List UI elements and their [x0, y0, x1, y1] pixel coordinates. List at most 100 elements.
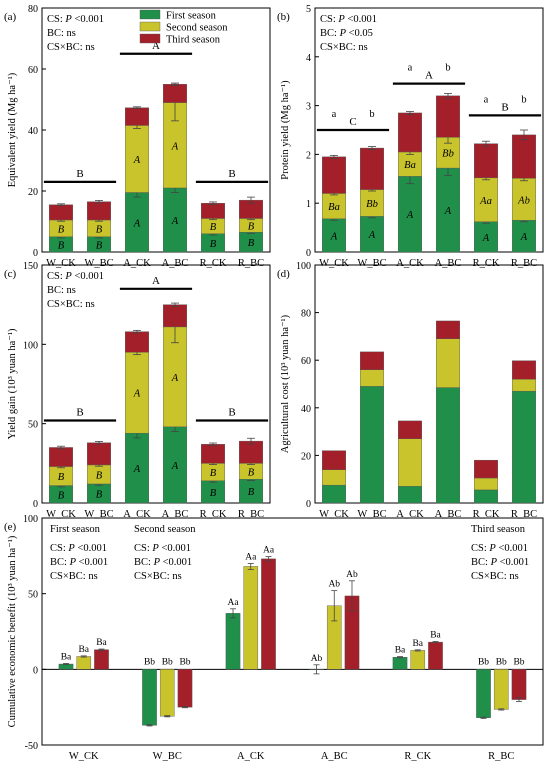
- x-tick-label: A_CK: [123, 509, 151, 520]
- bar-segment: [322, 450, 346, 470]
- bar-letter-label: Bb: [366, 199, 378, 210]
- bar-letter-label: Ba: [395, 646, 406, 656]
- y-axis-label: Protein yield (Mg ha⁻¹): [280, 80, 291, 180]
- y-tick-label: -50: [25, 741, 38, 752]
- bar-letter-label: Ab: [328, 580, 340, 590]
- bar: [225, 613, 241, 670]
- bar-segment: [322, 156, 346, 194]
- bar-top-label: a: [484, 94, 489, 105]
- stat-annotation: CS: P <0.001: [471, 543, 528, 554]
- stat-annotation: CS: P <0.001: [50, 543, 107, 554]
- stat-annotation: BC: P <0.001: [50, 557, 108, 568]
- bar-top-label: b: [521, 94, 526, 105]
- bar-letter-label: B: [210, 222, 217, 233]
- y-tick-label: 80: [301, 309, 311, 320]
- y-axis-label: Cumulative economic benefit (10³ yuan ha…: [7, 535, 18, 727]
- bar-segment: [398, 420, 422, 439]
- y-axis-label: Equivalent yield (Mg ha⁻¹): [7, 72, 18, 187]
- chart-panel-e: (e) -50 0 50 100 Cumulative economic benefit …: [4, 514, 544, 762]
- bar-segment: [360, 386, 384, 504]
- bar-segment: [322, 469, 346, 486]
- bar-letter-label: Bb: [478, 657, 489, 667]
- y-tick-label: 60: [28, 65, 38, 76]
- bar-letter-label: A: [171, 141, 179, 152]
- bar-letter-label: Ba: [96, 638, 107, 648]
- chart-panel-c: (c) 0 50 100 150 Yield gain (10³ yuan ha⁻¹) W_…: [4, 261, 271, 520]
- stat-annotation: CS×BC: ns: [47, 42, 95, 53]
- stat-annotation: CS×BC: ns: [471, 571, 519, 582]
- bar-letter-label: Bb: [496, 657, 507, 667]
- x-tick-label: R_CK: [473, 509, 500, 520]
- y-tick-label: 100: [23, 340, 38, 351]
- y-tick-label: 50: [28, 590, 38, 601]
- bar-segment: [436, 387, 460, 504]
- legend-label: First season: [166, 11, 217, 22]
- stat-annotation: BC: P <0.05: [320, 28, 373, 39]
- bar-letter-label: Aa: [479, 196, 492, 207]
- stat-annotation: CS: P <0.001: [320, 14, 377, 25]
- bar-letter-label: B: [58, 490, 65, 501]
- bar: [142, 669, 157, 726]
- chart-panel-a: (a) 0 20 40 60 80 Equivalent yield (Mg ha⁻¹) W_…: [4, 4, 271, 269]
- x-tick-label: A_BC: [321, 751, 348, 762]
- x-tick-label: W_BC: [357, 509, 386, 520]
- bar-segment: [474, 143, 498, 179]
- bar-letter-label: A: [330, 231, 338, 242]
- y-tick-label: 100: [23, 514, 38, 525]
- y-tick-label: 60: [301, 356, 311, 367]
- season-note-title: Third season: [471, 524, 526, 535]
- bar-letter-label: Ba: [78, 645, 89, 655]
- bar-letter-label: Bb: [442, 149, 454, 160]
- bar-letter-label: Aa: [245, 552, 257, 562]
- bar-letter-label: A: [482, 233, 490, 244]
- plot-frame: [314, 264, 544, 504]
- x-tick-label: W_BC: [153, 751, 182, 762]
- bar-top-label: b: [369, 109, 374, 120]
- bar: [511, 669, 527, 700]
- bar-letter-label: A: [171, 373, 179, 384]
- bar-segment: [436, 320, 460, 339]
- bar-letter-label: Ab: [517, 195, 530, 206]
- panel-tag: (e): [4, 521, 17, 533]
- bar-segment: [512, 390, 536, 504]
- panel-tag: (c): [4, 268, 17, 280]
- x-tick-label: A_CK: [396, 258, 424, 269]
- bar-letter-label: B: [210, 488, 217, 499]
- plot-frame: [41, 264, 271, 504]
- stat-annotation: BC: ns: [47, 28, 76, 39]
- group-label: B: [76, 406, 83, 418]
- bar-letter-label: Aa: [227, 598, 239, 608]
- bar-segment: [87, 201, 111, 221]
- x-tick-label: W_CK: [46, 258, 76, 269]
- bar: [410, 650, 426, 670]
- bar-top-label: a: [408, 63, 413, 74]
- y-tick-label: 1: [306, 199, 311, 210]
- bar-letter-label: A: [133, 218, 141, 229]
- bar: [261, 558, 276, 670]
- bar-segment: [398, 112, 422, 153]
- x-tick-label: R_BC: [488, 751, 514, 762]
- y-tick-label: 0: [33, 665, 38, 676]
- bar-letter-label: Ab: [346, 570, 358, 580]
- group-label: A: [152, 275, 160, 287]
- x-tick-label: W_BC: [357, 258, 386, 269]
- y-tick-label: 80: [28, 4, 38, 15]
- bar-letter-label: Ab: [311, 654, 323, 664]
- bar-letter-label: B: [210, 468, 217, 479]
- bar-letter-label: A: [406, 210, 414, 221]
- bar-segment: [201, 202, 225, 219]
- bar-letter-label: Ba: [404, 160, 416, 171]
- bar-letter-label: A: [133, 155, 141, 166]
- x-tick-label: W_CK: [69, 751, 99, 762]
- y-tick-label: 0: [33, 499, 38, 510]
- group-label: B: [228, 168, 235, 180]
- plot-frame: [41, 517, 544, 746]
- chart-panel-d: (d) 0 20 40 60 80 100 Agricultural cost (10³ yu…: [277, 261, 544, 520]
- bar-letter-label: B: [58, 240, 65, 251]
- x-tick-label: W_CK: [319, 509, 349, 520]
- y-tick-label: 20: [28, 187, 38, 198]
- bar-segment: [360, 351, 384, 370]
- y-tick-label: 3: [306, 102, 311, 113]
- y-tick-label: 4: [306, 53, 311, 64]
- bar-segment: [360, 369, 384, 387]
